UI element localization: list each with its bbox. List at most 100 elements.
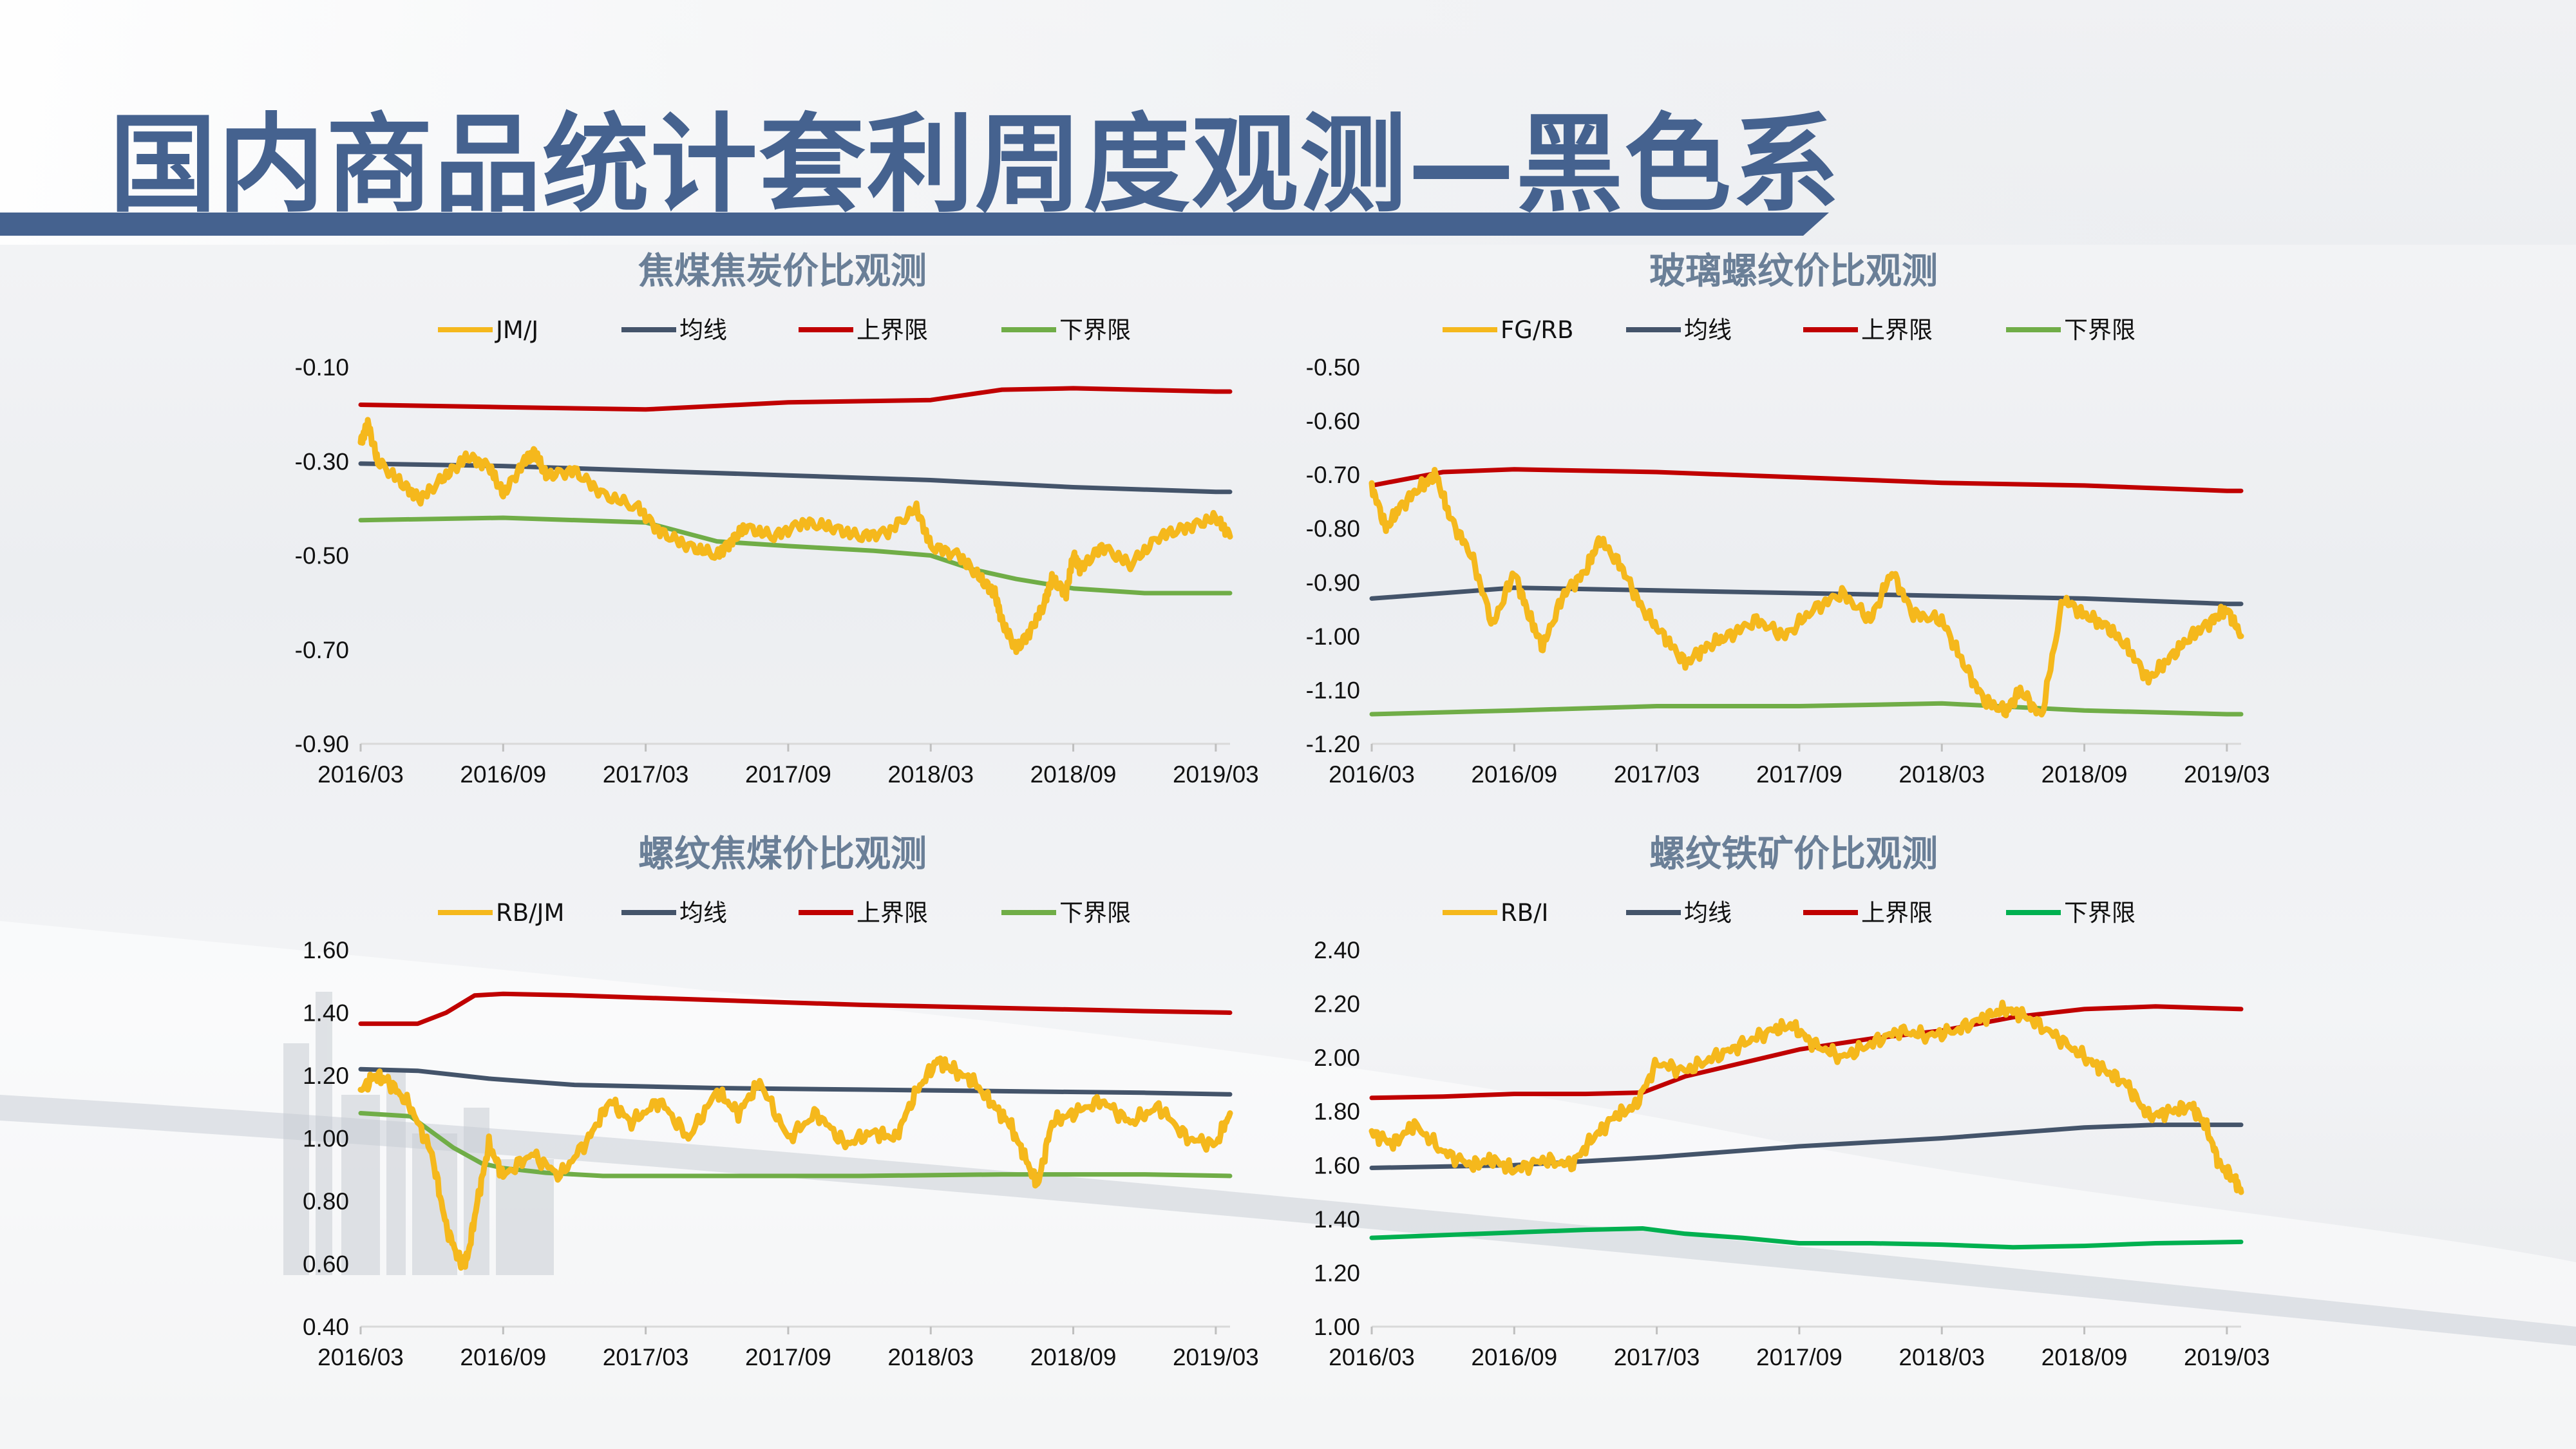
y-tick-label: -0.50 [295, 543, 349, 569]
x-tick-label: 2018/03 [1899, 1344, 1985, 1370]
y-tick-label: -0.50 [1306, 354, 1360, 381]
x-tick-label: 2017/09 [745, 1344, 831, 1370]
x-tick-label: 2018/09 [1030, 761, 1117, 788]
x-tick-label: 2016/09 [1471, 761, 1557, 788]
chart-svg: 焦煤焦炭价比观测 JM/J 均线 上界限 下界限 -0.10 -0.30 -0.50 -0.70… [295, 251, 1259, 788]
series-line [358, 461, 1233, 495]
x-tick-label: 2016/09 [1471, 1344, 1557, 1370]
x-tick-label: 2017/03 [603, 761, 689, 788]
y-tick-label: -0.90 [1306, 569, 1360, 596]
y-tick-label: 1.20 [1314, 1260, 1360, 1286]
legend-label: 均线 [679, 316, 727, 344]
series-line [357, 417, 1233, 656]
y-tick-label: -0.70 [1306, 462, 1360, 488]
x-tick-label: 2017/03 [1614, 1344, 1700, 1370]
y-tick-label: 2.20 [1314, 991, 1360, 1018]
chart-svg: 螺纹焦煤价比观测 RB/JM 均线 上界限 下界限 1.60 1.40 1.20 1.00 0.8… [303, 833, 1259, 1370]
y-tick-label: -0.60 [1306, 408, 1360, 435]
x-tick-label: 2016/03 [1329, 1344, 1415, 1370]
x-tick-label: 2016/03 [1329, 761, 1415, 788]
legend-label: 均线 [1684, 899, 1732, 927]
series-line [1369, 701, 2244, 717]
x-tick-label: 2019/03 [2184, 761, 2270, 788]
series-line [1368, 467, 2244, 719]
series-line [1368, 999, 2244, 1195]
legend-label: 上界限 [1861, 899, 1933, 927]
chart-svg: 螺纹铁矿价比观测 RB/I 均线 上界限 下界限 2.40 2.20 2.00 1.80 1.60… [1314, 833, 2270, 1370]
series-line [1369, 467, 2244, 493]
legend-label: 下界限 [2064, 316, 2136, 344]
chart-coking-coal-coke: 焦煤焦炭价比观测 JM/J 均线 上界限 下界限 -0.10 -0.30 -0.50 -0.70… [283, 238, 1288, 818]
series-line [1369, 1004, 2244, 1101]
x-tick-label: 2019/03 [2184, 1344, 2270, 1370]
x-tick-label: 2018/09 [2041, 1344, 2128, 1370]
y-tick-label: 2.00 [1314, 1045, 1360, 1071]
series-line [1369, 585, 2244, 607]
x-tick-label: 2016/03 [317, 761, 404, 788]
legend-label: 下界限 [1059, 899, 1131, 927]
y-tick-label: 1.60 [1314, 1152, 1360, 1179]
legend-label: 均线 [1684, 316, 1732, 344]
legend-label: RB/I [1501, 899, 1548, 927]
chart-rebar-iron-ore: 螺纹铁矿价比观测 RB/I 均线 上界限 下界限 2.40 2.20 2.00 1.80 1.60… [1294, 821, 2299, 1401]
chart-title: 焦煤焦炭价比观测 [638, 251, 927, 292]
chart-svg: 玻璃螺纹价比观测 FG/RB 均线 上界限 下界限 -0.50 -0.60 -0.70 -0.8… [1306, 251, 2270, 788]
title-underline-bar [0, 213, 1829, 236]
y-tick-label: -0.30 [295, 448, 349, 475]
x-tick-label: 2016/09 [460, 761, 546, 788]
legend-label: 上界限 [1861, 316, 1933, 344]
legend-label: 上界限 [857, 316, 928, 344]
chart-title: 螺纹铁矿价比观测 [1649, 833, 1938, 875]
y-tick-label: 1.80 [1314, 1099, 1360, 1125]
x-tick-label: 2017/03 [1614, 761, 1700, 788]
x-tick-label: 2019/03 [1173, 761, 1259, 788]
y-tick-label: 1.00 [303, 1126, 349, 1152]
y-tick-label: -0.70 [295, 637, 349, 663]
series-line [358, 515, 1233, 596]
series-line [357, 1055, 1233, 1271]
x-tick-label: 2017/09 [1756, 1344, 1842, 1370]
y-tick-label: -1.00 [1306, 623, 1360, 650]
chart-title: 螺纹焦煤价比观测 [638, 833, 927, 875]
x-tick-label: 2018/03 [887, 761, 974, 788]
series-line [358, 1111, 1233, 1179]
x-tick-label: 2018/03 [887, 1344, 974, 1370]
x-tick-label: 2017/09 [745, 761, 831, 788]
legend-label: FG/RB [1501, 316, 1574, 344]
y-tick-label: 0.60 [303, 1251, 349, 1278]
y-tick-label: -1.20 [1306, 731, 1360, 757]
chart-rebar-coking-coal: 螺纹焦煤价比观测 RB/JM 均线 上界限 下界限 1.60 1.40 1.20 1.00 0.8… [283, 821, 1288, 1401]
y-tick-label: -1.10 [1306, 677, 1360, 703]
series-line [1369, 1226, 2244, 1250]
legend-label: RB/JM [496, 899, 564, 927]
y-tick-label: 1.60 [303, 937, 349, 963]
y-tick-label: 1.00 [1314, 1314, 1360, 1340]
x-tick-label: 2016/09 [460, 1344, 546, 1370]
legend-label: 下界限 [2064, 899, 2136, 927]
x-tick-label: 2019/03 [1173, 1344, 1259, 1370]
y-tick-label: 1.20 [303, 1063, 349, 1089]
y-tick-label: 2.40 [1314, 937, 1360, 963]
y-tick-label: 1.40 [1314, 1206, 1360, 1233]
y-tick-label: -0.80 [1306, 516, 1360, 542]
series-line [358, 991, 1233, 1027]
legend-label: 均线 [679, 899, 727, 927]
y-tick-label: 0.40 [303, 1314, 349, 1340]
y-tick-label: 0.80 [303, 1188, 349, 1215]
y-tick-label: 1.40 [303, 1000, 349, 1027]
x-tick-label: 2016/03 [317, 1344, 404, 1370]
chart-title: 玻璃螺纹价比观测 [1649, 251, 1938, 292]
page-title: 国内商品统计套利周度观测—黑色系 [109, 103, 1841, 227]
x-tick-label: 2017/09 [1756, 761, 1842, 788]
legend-label: JM/J [495, 316, 538, 344]
x-tick-label: 2017/03 [603, 1344, 689, 1370]
chart-glass-rebar: 玻璃螺纹价比观测 FG/RB 均线 上界限 下界限 -0.50 -0.60 -0.70 -0.8… [1294, 238, 2299, 818]
x-tick-label: 2018/09 [1030, 1344, 1117, 1370]
legend-label: 下界限 [1059, 316, 1131, 344]
series-line [358, 386, 1233, 412]
x-tick-label: 2018/09 [2041, 761, 2128, 788]
legend-label: 上界限 [857, 899, 928, 927]
x-tick-label: 2018/03 [1899, 761, 1985, 788]
y-tick-label: -0.90 [295, 731, 349, 757]
